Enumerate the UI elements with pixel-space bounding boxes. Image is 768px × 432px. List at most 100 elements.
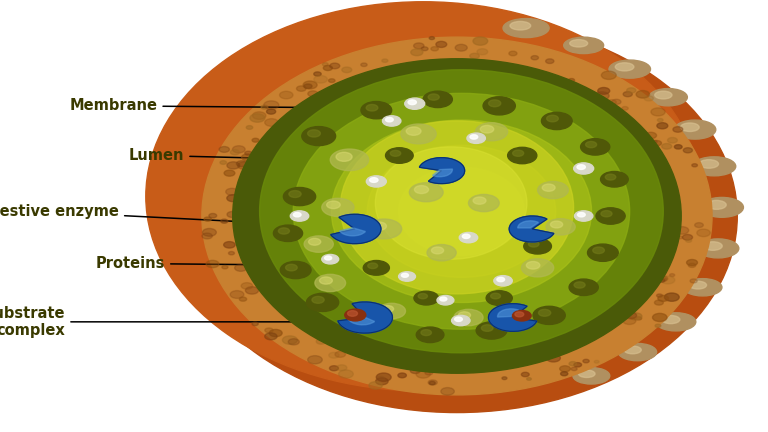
Circle shape: [398, 373, 406, 378]
Circle shape: [246, 287, 259, 294]
Ellipse shape: [674, 120, 716, 139]
Circle shape: [263, 101, 279, 109]
Circle shape: [508, 147, 537, 164]
Circle shape: [204, 217, 211, 221]
Circle shape: [316, 339, 326, 344]
Circle shape: [593, 247, 604, 254]
Circle shape: [688, 263, 696, 267]
Ellipse shape: [146, 2, 701, 391]
Wedge shape: [339, 228, 366, 236]
Circle shape: [468, 194, 499, 212]
Circle shape: [594, 92, 609, 100]
Circle shape: [329, 63, 339, 69]
Wedge shape: [509, 216, 554, 242]
Circle shape: [470, 135, 478, 139]
Circle shape: [409, 183, 443, 202]
Circle shape: [533, 306, 565, 324]
Circle shape: [653, 140, 657, 143]
Circle shape: [625, 312, 637, 319]
Circle shape: [515, 312, 524, 317]
Circle shape: [288, 339, 300, 345]
Circle shape: [585, 141, 597, 148]
Circle shape: [237, 162, 251, 169]
Ellipse shape: [564, 37, 604, 54]
Circle shape: [431, 47, 439, 51]
Circle shape: [667, 137, 677, 143]
Circle shape: [235, 264, 247, 271]
Circle shape: [296, 86, 306, 91]
Circle shape: [664, 293, 679, 301]
Circle shape: [421, 330, 432, 336]
Circle shape: [226, 188, 238, 195]
Circle shape: [571, 367, 577, 371]
Circle shape: [521, 259, 554, 277]
Circle shape: [220, 161, 227, 164]
Circle shape: [662, 143, 672, 149]
Circle shape: [655, 324, 660, 327]
Circle shape: [612, 99, 621, 105]
Ellipse shape: [503, 19, 549, 38]
Circle shape: [512, 150, 524, 156]
Circle shape: [441, 388, 455, 395]
Circle shape: [524, 238, 551, 254]
Circle shape: [568, 79, 574, 82]
Circle shape: [307, 130, 320, 137]
Ellipse shape: [618, 343, 657, 361]
Circle shape: [651, 108, 665, 116]
Circle shape: [657, 118, 663, 122]
Circle shape: [377, 376, 385, 381]
Ellipse shape: [202, 37, 712, 395]
Circle shape: [265, 328, 273, 333]
Circle shape: [502, 377, 507, 380]
Circle shape: [359, 318, 370, 325]
Circle shape: [581, 139, 610, 155]
Circle shape: [339, 370, 353, 378]
Circle shape: [636, 317, 641, 320]
Circle shape: [653, 313, 667, 321]
Circle shape: [323, 65, 333, 70]
Circle shape: [293, 213, 301, 217]
Circle shape: [406, 127, 421, 135]
Circle shape: [491, 293, 501, 299]
Circle shape: [416, 370, 430, 378]
Circle shape: [270, 330, 282, 337]
Circle shape: [386, 118, 393, 122]
Circle shape: [252, 322, 258, 326]
Circle shape: [227, 162, 240, 169]
Circle shape: [574, 282, 585, 288]
Circle shape: [526, 261, 540, 269]
Circle shape: [366, 176, 386, 187]
Ellipse shape: [510, 22, 531, 30]
Circle shape: [247, 126, 253, 129]
Circle shape: [455, 317, 462, 321]
Ellipse shape: [578, 370, 595, 378]
Circle shape: [697, 229, 710, 237]
Circle shape: [253, 112, 266, 119]
Ellipse shape: [367, 145, 555, 277]
Circle shape: [486, 291, 512, 305]
Circle shape: [569, 279, 598, 295]
Circle shape: [325, 256, 332, 260]
Circle shape: [315, 274, 346, 292]
Circle shape: [538, 181, 568, 199]
Circle shape: [290, 211, 309, 221]
Circle shape: [363, 260, 389, 275]
Circle shape: [429, 381, 435, 385]
Circle shape: [432, 247, 444, 254]
Ellipse shape: [699, 160, 719, 168]
Ellipse shape: [697, 239, 739, 258]
Text: Enzyme-substrate
complex: Enzyme-substrate complex: [0, 306, 333, 338]
Circle shape: [330, 149, 369, 171]
Circle shape: [414, 291, 439, 305]
Circle shape: [452, 315, 470, 326]
Circle shape: [416, 327, 444, 343]
Circle shape: [265, 333, 277, 340]
Circle shape: [322, 254, 339, 264]
Ellipse shape: [662, 315, 680, 324]
Circle shape: [206, 260, 219, 268]
Circle shape: [475, 123, 508, 141]
Wedge shape: [498, 309, 519, 317]
Ellipse shape: [649, 89, 687, 106]
Circle shape: [429, 37, 435, 40]
Circle shape: [531, 56, 538, 60]
